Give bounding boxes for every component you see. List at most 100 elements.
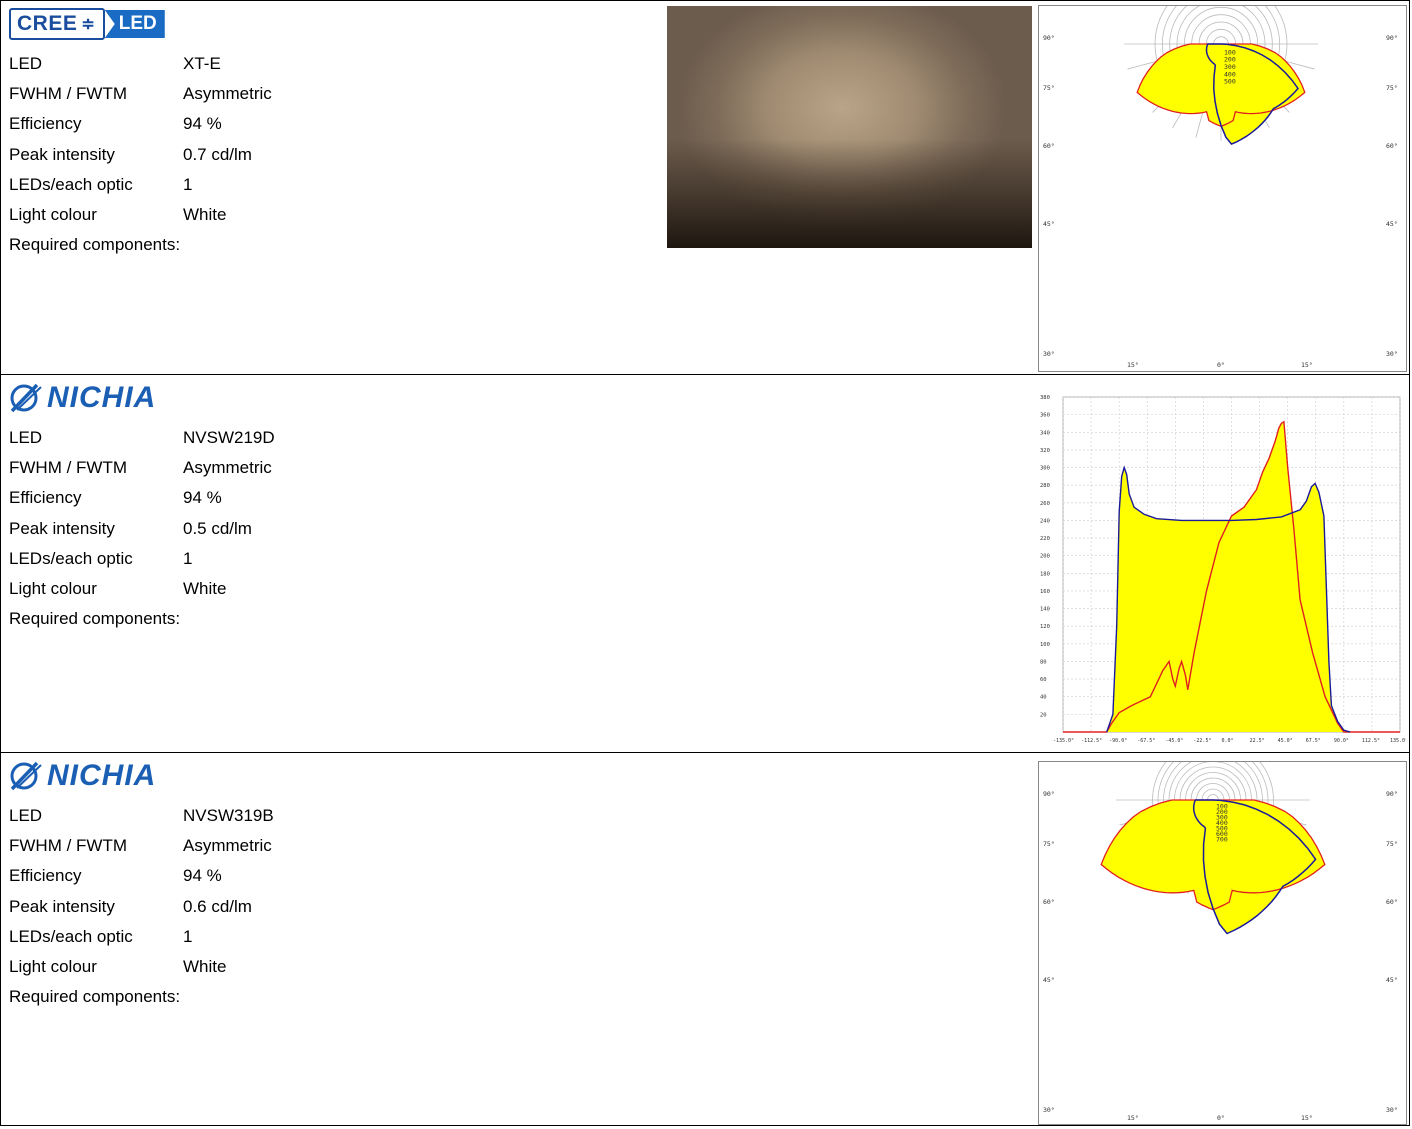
efficiency-value: 94 % xyxy=(183,488,222,508)
nichia-logo-text: NICHIA xyxy=(47,759,157,792)
polar-angle-label-right: 45° xyxy=(1386,976,1398,984)
y-tick-label: 220 xyxy=(1040,536,1050,542)
y-tick-label: 20 xyxy=(1040,712,1047,718)
polar-angle-label-left: 90° xyxy=(1043,790,1055,798)
polar-radial-label: 400 xyxy=(1216,819,1228,827)
peak-value: 0.7 cd/lm xyxy=(183,144,252,164)
polar-angle-label-right: 60° xyxy=(1386,142,1398,150)
led-value: XT-E xyxy=(183,54,221,73)
peak-label: Peak intensity xyxy=(9,144,115,164)
cree-logo-led-text: LED xyxy=(104,10,165,38)
cree-led-logo: CREE ≑ LED xyxy=(9,7,165,41)
polar-angle-label-left: 60° xyxy=(1043,142,1055,150)
led-value: NVSW219D xyxy=(183,428,275,447)
polar-chart-1: 100 200 300 400 500 90° 75° 60° 45° 30° 90° 75° 60° 4… xyxy=(1038,0,1407,372)
series-line-blue xyxy=(1106,465,1351,733)
peak-label: Peak intensity xyxy=(9,896,115,916)
polar-angle-label-right: 60° xyxy=(1386,898,1398,906)
light-colour-value: White xyxy=(183,956,227,976)
required-components-label: Required components: xyxy=(9,609,181,629)
y-tick-label: 100 xyxy=(1040,642,1050,648)
polar-angle-label-right: 30° xyxy=(1386,350,1398,358)
polar-angle-label-right: 30° xyxy=(1386,1106,1398,1114)
polar-radial-label: 500 xyxy=(1216,825,1228,833)
y-tick-label: 40 xyxy=(1040,695,1047,701)
required-components-label: Required components: xyxy=(9,235,181,255)
led-value: NVSW319B xyxy=(183,806,274,825)
product-properties: LED XT-E FWHM / FWTM Asymmetric Efficiency… xyxy=(9,54,272,265)
x-tick-label: 45.0° xyxy=(1278,738,1293,744)
y-tick-label: 280 xyxy=(1040,483,1050,489)
efficiency-label: Efficiency xyxy=(9,114,82,134)
y-tick-label: 380 xyxy=(1040,395,1050,401)
fwhm-value: Asymmetric xyxy=(183,836,272,856)
y-tick-label: 140 xyxy=(1040,607,1050,613)
polar-series-blue xyxy=(1205,43,1299,146)
y-tick-label: 180 xyxy=(1040,571,1050,577)
peak-value: 0.6 cd/lm xyxy=(183,896,252,916)
polar-chart-3: 100 200 300 400 500 600 700 90° 75° 60° 45° 30° 90° 7… xyxy=(1038,739,1407,1125)
y-tick-label: 160 xyxy=(1040,589,1050,595)
light-colour-label: Light colour xyxy=(9,578,97,598)
led-label: LED xyxy=(9,54,43,73)
x-tick-label: -135.0° xyxy=(1053,738,1074,744)
y-tick-label: 80 xyxy=(1040,659,1047,665)
polar-angle-label-left: 30° xyxy=(1043,350,1055,358)
cartesian-chart-svg: 20 40 60 80 100 120 140 160 180 200 220 240 260 280 30… xyxy=(1040,395,1408,744)
led-label: LED xyxy=(9,428,43,447)
leds-per-optic-value: 1 xyxy=(183,926,193,946)
efficiency-value: 94 % xyxy=(183,866,222,886)
beam-photo xyxy=(667,6,1032,248)
polar-bottom-label: 0° xyxy=(1217,1114,1225,1122)
leds-per-optic-label: LEDs/each optic xyxy=(9,926,133,946)
x-tick-label: 0.0° xyxy=(1222,738,1234,744)
x-tick-label: 22.5° xyxy=(1250,738,1265,744)
product-properties: LED NVSW219D FWHM / FWTM Asymmetric Effici… xyxy=(9,428,275,639)
y-tick-label: 260 xyxy=(1040,501,1050,507)
polar-bottom-label: 15° xyxy=(1127,361,1139,369)
product-row-2: NICHIA LED NVSW219D FWHM / FWTM Asymmetric… xyxy=(0,374,1410,753)
y-tick-label: 60 xyxy=(1040,677,1047,683)
leds-per-optic-label: LEDs/each optic xyxy=(9,548,133,568)
nichia-logo: NICHIA xyxy=(9,759,156,793)
polar-radial-label: 100 xyxy=(1216,803,1228,811)
fwhm-value: Asymmetric xyxy=(183,458,272,478)
polar-angle-label-left: 90° xyxy=(1043,34,1055,42)
product-properties: LED NVSW319B FWHM / FWTM Asymmetric Effici… xyxy=(9,806,274,1017)
nichia-logo-text: NICHIA xyxy=(47,381,157,414)
polar-radial-label: 300 xyxy=(1224,63,1236,71)
polar-angle-label-left: 30° xyxy=(1043,1106,1055,1114)
fwhm-value: Asymmetric xyxy=(183,84,272,104)
efficiency-label: Efficiency xyxy=(9,488,82,508)
led-label: LED xyxy=(9,806,43,825)
nichia-logo: NICHIA xyxy=(9,381,156,415)
x-tick-label: -22.5° xyxy=(1193,738,1211,744)
fwhm-label: FWHM / FWTM xyxy=(9,458,128,478)
polar-series-blue xyxy=(1192,799,1317,935)
polar-angle-label-left: 75° xyxy=(1043,840,1055,848)
efficiency-value: 94 % xyxy=(183,114,222,134)
y-tick-label: 200 xyxy=(1040,554,1050,560)
light-colour-label: Light colour xyxy=(9,204,97,224)
y-tick-label: 360 xyxy=(1040,413,1050,419)
y-tick-label: 320 xyxy=(1040,448,1050,454)
polar-series-red xyxy=(1100,799,1326,911)
polar-bottom-label: 15° xyxy=(1127,1114,1139,1122)
cartesian-chart: 20 40 60 80 100 120 140 160 180 200 220 240 260 280 30… xyxy=(1038,385,1408,750)
x-tick-label: -67.5° xyxy=(1137,738,1155,744)
y-tick-label: 300 xyxy=(1040,466,1050,472)
leds-per-optic-value: 1 xyxy=(183,548,193,568)
x-tick-label: 67.5° xyxy=(1306,738,1321,744)
light-colour-value: White xyxy=(183,578,227,598)
x-tick-label: -112.5° xyxy=(1081,738,1102,744)
polar-bottom-label: 15° xyxy=(1301,1114,1313,1122)
x-tick-label: 135.0° xyxy=(1390,738,1406,744)
polar-radial-label: 300 xyxy=(1216,814,1228,822)
x-tick-label: -90.0° xyxy=(1109,738,1127,744)
y-tick-label: 340 xyxy=(1040,430,1050,436)
nichia-emblem-icon xyxy=(10,761,42,791)
peak-label: Peak intensity xyxy=(9,518,115,538)
fwhm-label: FWHM / FWTM xyxy=(9,84,128,104)
polar-angle-label-right: 75° xyxy=(1386,840,1398,848)
series-line-red xyxy=(1063,420,1400,733)
